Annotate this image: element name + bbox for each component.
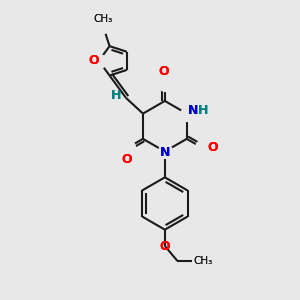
Text: H: H xyxy=(111,89,122,102)
Text: H: H xyxy=(198,104,208,117)
Text: O: O xyxy=(121,153,132,166)
Text: N: N xyxy=(160,146,170,160)
Text: O: O xyxy=(88,54,99,67)
Text: CH₃: CH₃ xyxy=(194,256,213,266)
Text: N: N xyxy=(188,104,199,117)
Text: O: O xyxy=(121,153,132,166)
Text: CH₃: CH₃ xyxy=(94,14,113,24)
Text: O: O xyxy=(160,239,170,253)
Text: CH₃: CH₃ xyxy=(194,256,213,266)
Text: O: O xyxy=(208,141,218,154)
Text: O: O xyxy=(160,239,170,253)
Text: N: N xyxy=(160,146,170,160)
Text: N: N xyxy=(188,104,199,117)
Text: O: O xyxy=(88,54,99,67)
Text: CH₃: CH₃ xyxy=(94,14,113,24)
Text: H: H xyxy=(111,89,122,102)
Text: O: O xyxy=(158,65,169,78)
Text: O: O xyxy=(158,65,169,78)
Text: O: O xyxy=(208,141,218,154)
Text: H: H xyxy=(198,104,208,117)
